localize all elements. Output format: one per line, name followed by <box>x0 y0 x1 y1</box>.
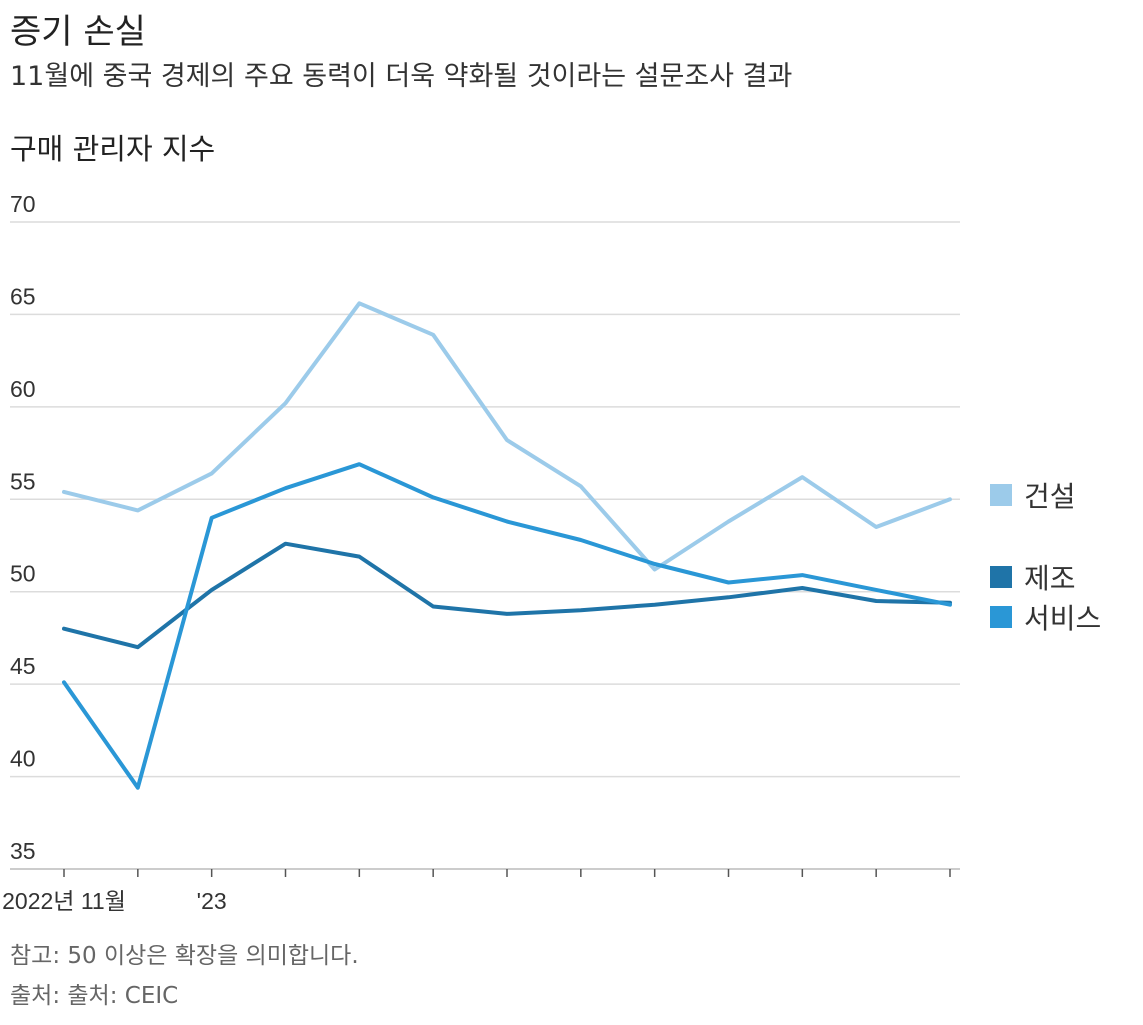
legend-label-0: 건설 <box>1024 480 1076 513</box>
y-tick-label-35: 35 <box>10 838 36 864</box>
series-line-2 <box>62 462 952 790</box>
legend-swatch-0 <box>990 484 1012 506</box>
x-axis: 2022년 11월 '23 <box>2 868 960 914</box>
legend-swatch-1 <box>990 566 1012 588</box>
footnote: 참고: 50 이상은 확장을 의미합니다. <box>10 943 359 969</box>
y-tick-label-60: 60 <box>10 376 36 402</box>
legend-swatch-2 <box>990 606 1012 628</box>
x-tick-label-2023-01: '23 <box>197 888 227 914</box>
y-tick-label-50: 50 <box>10 561 36 587</box>
y-tick-label-45: 45 <box>10 653 36 679</box>
series-line-0 <box>62 301 952 572</box>
legend-label-1: 제조 <box>1024 562 1076 595</box>
y-tick-label-55: 55 <box>10 468 36 494</box>
y-tick-label-65: 65 <box>10 283 36 309</box>
y-tick-label-40: 40 <box>10 746 36 772</box>
gridlines <box>10 221 960 778</box>
y-tick-label-70: 70 <box>10 191 36 217</box>
series-lines <box>62 301 952 790</box>
series-line-1 <box>62 541 952 650</box>
source-note: 출처: 출처: CEIC <box>10 983 179 1009</box>
panel-title: 구매 관리자 지수 <box>10 132 216 166</box>
chart-title: 증기 손실 <box>10 12 146 52</box>
x-tick-label-2022-11: 2022년 11월 <box>2 888 126 914</box>
chart-subtitle: 11월에 중국 경제의 주요 동력이 더욱 약화될 것이라는 설문조사 결과 <box>10 61 793 92</box>
legend-label-2: 서비스 <box>1024 602 1101 635</box>
y-axis-ticks: 35 40 45 50 55 60 65 70 <box>10 191 36 864</box>
